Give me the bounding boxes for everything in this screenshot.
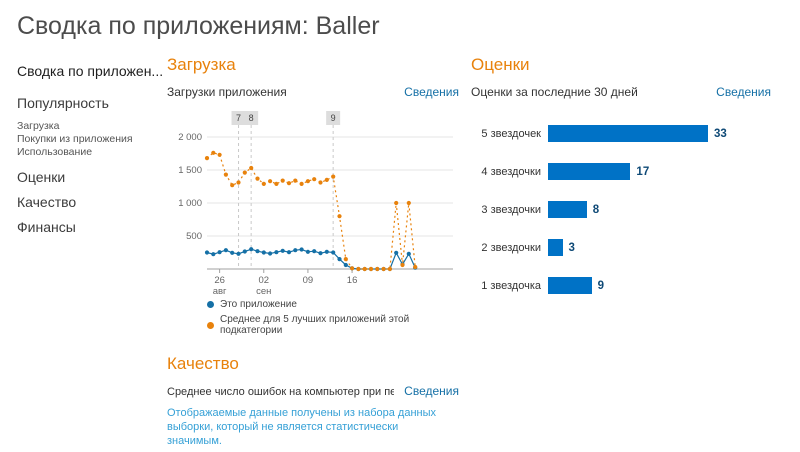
downloads-subtitle: Загрузки приложения [167, 85, 287, 99]
sidebar-item-popularity[interactable]: Популярность [17, 95, 109, 111]
rating-row-2-star: 2 звездочки 3 [471, 239, 771, 256]
svg-text:9: 9 [331, 113, 336, 123]
quality-section: Качество Среднее число ошибок на компьют… [167, 354, 459, 452]
downloads-line-chart: 500 1 000 1 500 2 000 26 авг 02 сен 09 16 7 8 9 [167, 101, 459, 297]
main-area: Загрузка Загрузки приложения Сведения 50… [167, 55, 771, 452]
legend-dot-icon [207, 321, 214, 329]
sidebar-item-usage[interactable]: Использование [17, 146, 93, 158]
sidebar-item-in-app-purchases[interactable]: Покупки из приложения [17, 133, 133, 145]
rating-bar [548, 163, 631, 180]
sidebar-item-quality[interactable]: Качество [17, 194, 77, 210]
right-column: Оценки Оценки за последние 30 дней Сведе… [471, 55, 771, 452]
sidebar-item-downloads[interactable]: Загрузка [17, 120, 60, 132]
content: Сводка по приложен... Популярность Загрузк… [0, 55, 800, 452]
ratings-subtitle: Оценки за последние 30 дней [471, 85, 638, 99]
ratings-section: Оценки Оценки за последние 30 дней Сведе… [471, 55, 771, 294]
sidebar-item-finance[interactable]: Финансы [17, 219, 76, 235]
svg-text:8: 8 [249, 113, 254, 123]
legend-dot-icon [207, 301, 214, 308]
quality-sample-notice: Отображаемые данные получены из набора д… [167, 407, 437, 447]
downloads-section: Загрузка Загрузки приложения Сведения 50… [167, 55, 459, 336]
ratings-section-title: Оценки [471, 55, 530, 74]
quality-subhead: Среднее число ошибок на компьютер при пе… [167, 384, 459, 398]
svg-text:09: 09 [303, 275, 314, 286]
left-column: Загрузка Загрузки приложения Сведения 50… [167, 55, 459, 452]
page-title: Сводка по приложениям: Baller [17, 12, 380, 40]
rating-value: 9 [597, 279, 605, 292]
legend-label: Это приложение [220, 299, 297, 310]
svg-text:1 500: 1 500 [178, 165, 202, 176]
ratings-bar-chart: 5 звездочек 33 4 звездочки 17 3 звездочки 8 2 … [471, 125, 771, 294]
rating-row-4-star: 4 звездочки 17 [471, 163, 771, 180]
rating-row-3-star: 3 звездочки 8 [471, 201, 771, 218]
quality-details-link[interactable]: Сведения [404, 384, 459, 398]
sidebar: Сводка по приложен... Популярность Загрузк… [17, 55, 167, 452]
rating-bar [548, 239, 563, 256]
rating-bar [548, 277, 592, 294]
legend-item-0: Это приложение [207, 299, 459, 310]
rating-label: 4 звездочки [481, 165, 541, 178]
svg-text:26: 26 [214, 275, 225, 286]
svg-text:1 000: 1 000 [178, 198, 202, 209]
rating-bar [548, 201, 587, 218]
rating-label: 3 звездочки [481, 203, 541, 216]
downloads-details-link[interactable]: Сведения [404, 85, 459, 99]
svg-text:02: 02 [258, 275, 269, 286]
legend-label: Среднее для 5 лучших приложений этой под… [220, 314, 410, 336]
ratings-subhead: Оценки за последние 30 дней Сведения [471, 85, 771, 99]
sidebar-item-summary[interactable]: Сводка по приложен... [17, 63, 164, 79]
legend-item-1: Среднее для 5 лучших приложений этой под… [207, 314, 459, 336]
rating-row-1-star: 1 звездочка 9 [471, 277, 771, 294]
rating-value: 8 [592, 203, 600, 216]
rating-label: 5 звездочек [481, 127, 541, 140]
ratings-details-link[interactable]: Сведения [716, 85, 771, 99]
downloads-section-title: Загрузка [167, 55, 236, 74]
svg-text:16: 16 [347, 275, 358, 286]
quality-section-title: Качество [167, 354, 239, 373]
quality-subtitle: Среднее число ошибок на компьютер при пе… [167, 386, 395, 398]
rating-label: 2 звездочки [481, 241, 541, 254]
svg-text:сен: сен [256, 286, 271, 297]
rating-value: 33 [714, 127, 727, 140]
rating-bar [548, 125, 708, 142]
sidebar-item-ratings[interactable]: Оценки [17, 169, 66, 185]
rating-value: 3 [568, 241, 575, 254]
rating-label: 1 звездочка [481, 279, 541, 292]
rating-row-5-star: 5 звездочек 33 [471, 125, 771, 142]
downloads-legend: Это приложение Среднее для 5 лучших прило… [207, 299, 459, 336]
rating-value: 17 [636, 165, 650, 178]
svg-text:авг: авг [213, 286, 227, 297]
svg-text:7: 7 [236, 113, 241, 123]
svg-text:500: 500 [186, 231, 202, 242]
downloads-subhead: Загрузки приложения Сведения [167, 85, 459, 99]
svg-text:2 000: 2 000 [178, 132, 202, 143]
